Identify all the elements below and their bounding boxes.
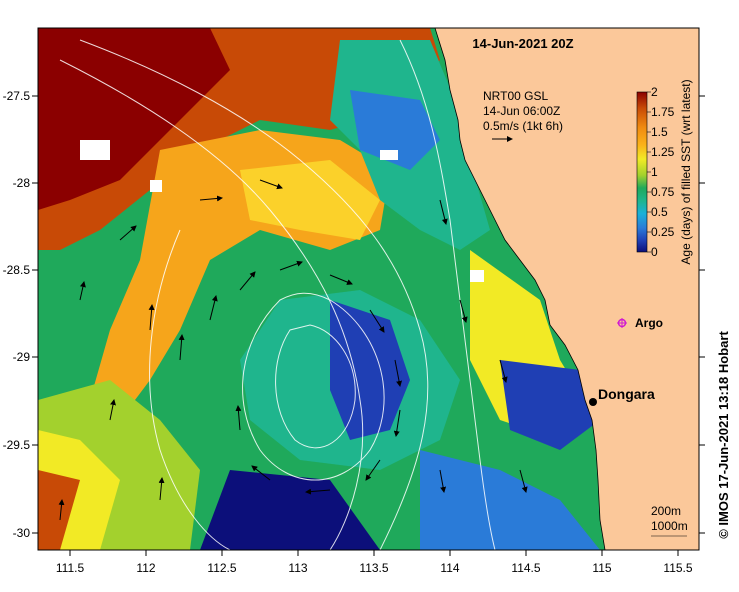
region-blue-coastal (500, 360, 600, 450)
vector-scale-label: 0.5m/s (1kt 6h) (483, 119, 563, 133)
y-tick-marks (32, 95, 705, 534)
colorbar-tick-label: 1 (651, 165, 658, 179)
colorbar-tick-label: 1.5 (651, 125, 668, 139)
land-mass (434, 28, 699, 550)
x-tick-label: 115 (592, 561, 611, 575)
contour-line (149, 229, 231, 550)
x-tick-label: 113 (288, 561, 307, 575)
x-tick-marks (69, 550, 679, 556)
contour-line (275, 324, 356, 449)
y-tick-label: -27.5 (3, 89, 31, 103)
y-tick-label: -28.5 (3, 263, 31, 277)
y-tick-label: -30 (13, 526, 31, 540)
region-blue-north (350, 90, 440, 170)
x-tick-labels: 111.5 112 112.5 113 113.5 114 114.5 115 … (56, 561, 693, 575)
colorbar-tick-label: 0.25 (651, 225, 675, 239)
cloud-gap (470, 270, 484, 282)
x-tick-label: 115.5 (663, 561, 692, 575)
current-arrow (394, 359, 403, 387)
cloud-gap (150, 180, 162, 192)
x-tick-label: 114.5 (511, 561, 540, 575)
current-arrow (158, 477, 165, 501)
colorbar-ticks: 2 1.75 1.5 1.25 1 0.75 0.5 0.25 0 (647, 85, 675, 259)
y-tick-label: -29 (13, 350, 31, 364)
current-arrow (365, 459, 381, 481)
current-arrow (439, 199, 448, 225)
isobath-legend-200m: 200m (651, 504, 681, 518)
y-tick-labels: -27.5 -28 -28.5 -29 -29.5 -30 (3, 89, 31, 540)
current-arrow (279, 260, 303, 271)
current-arrow (58, 499, 65, 521)
map-title: 14-Jun-2021 20Z (472, 36, 573, 51)
isobath-legend-1000m: 1000m (651, 519, 688, 533)
region-blue-southeast (420, 450, 600, 550)
colorbar-tick-label: 2 (651, 85, 658, 99)
map-frame (37, 27, 700, 551)
region-yellow-central (240, 160, 380, 240)
region-orange-southwest (38, 470, 80, 550)
contour-line (242, 292, 385, 481)
current-arrow (329, 274, 353, 285)
current-arrow (459, 299, 468, 323)
product-name: NRT00 GSL (483, 89, 548, 103)
current-arrow (439, 469, 447, 493)
current-arrow (519, 469, 528, 493)
region-deep-blue-eddy (330, 300, 410, 440)
town-label-dongara: Dongara (598, 386, 655, 402)
y-tick-label: -29.5 (3, 438, 31, 452)
x-tick-label: 114 (440, 561, 459, 575)
current-arrow (251, 465, 271, 481)
region-navy-south (200, 470, 380, 550)
current-arrow (305, 488, 331, 495)
current-arrow (119, 225, 137, 241)
cloud-gap (380, 150, 398, 160)
colorbar-tick-label: 0 (651, 245, 658, 259)
town-marker (589, 398, 597, 406)
plot-area (38, 28, 699, 550)
current-vectors (58, 179, 528, 521)
colorbar-tick-label: 0.5 (651, 205, 668, 219)
colorbar-tick-label: 1.75 (651, 105, 675, 119)
current-arrow (148, 304, 155, 331)
colorbar-label: Age (days) of filled SST (wrt latest) (679, 79, 693, 264)
current-arrow (199, 195, 223, 202)
contour-line (399, 39, 496, 550)
current-arrow (369, 309, 385, 333)
current-arrow (235, 405, 242, 431)
isobath-contours (59, 39, 496, 550)
current-arrow (499, 359, 508, 383)
current-arrow (109, 399, 116, 421)
credit-text: © IMOS 17-Jun-2021 13:18 Hobart (716, 331, 731, 539)
colorbar-tick-label: 0.75 (651, 185, 675, 199)
colorbar (636, 91, 648, 253)
x-tick-label: 113.5 (359, 561, 388, 575)
contour-line (59, 59, 364, 550)
current-arrow (239, 271, 256, 291)
current-arrow (178, 334, 185, 361)
current-arrow (393, 409, 401, 437)
x-tick-label: 112.5 (207, 561, 236, 575)
contour-line (79, 39, 429, 550)
current-arrow (259, 179, 283, 190)
current-arrow (209, 295, 218, 321)
argo-label: Argo (635, 316, 663, 330)
x-tick-label: 111.5 (56, 561, 85, 575)
cloud-gap (80, 140, 110, 160)
colorbar-tick-label: 1.25 (651, 145, 675, 159)
product-time: 14-Jun 06:00Z (483, 104, 560, 118)
current-arrow (79, 281, 86, 301)
x-tick-label: 112 (136, 561, 155, 575)
y-tick-label: -28 (13, 176, 31, 190)
